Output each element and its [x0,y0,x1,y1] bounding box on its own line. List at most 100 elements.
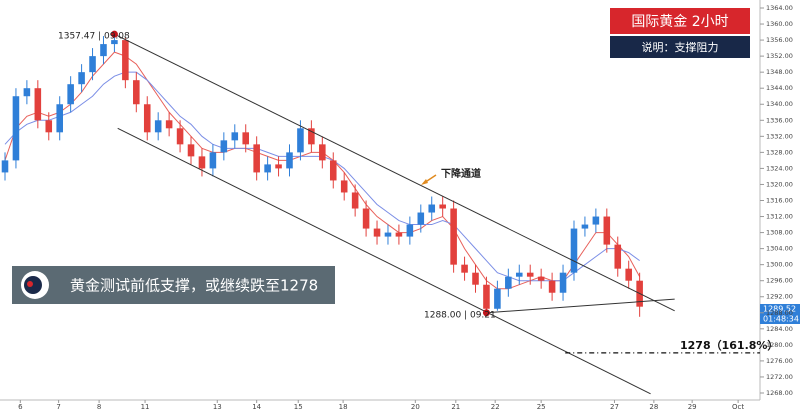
candle-body [143,104,151,133]
candle-body [297,128,304,153]
candle-body [12,96,20,161]
candle-body [220,140,228,153]
trend-line [117,127,651,395]
channel-arrowhead [421,179,428,185]
candle-body [537,276,545,281]
candle-body [231,132,239,141]
x-tick-label: 25 [537,403,546,411]
candle-body [329,160,337,181]
candle-body [78,72,85,85]
y-tick-label: 1336.00 [766,116,793,124]
candle-body [461,264,468,273]
y-tick-label: 1312.00 [766,213,793,221]
candle-body [275,164,282,169]
candle-body [264,164,271,173]
y-tick-label: 1276.00 [766,357,793,365]
x-tick-label: 27 [610,403,619,411]
y-tick-label: 1272.00 [766,373,793,381]
target-label: 1278（161.8%） [680,339,778,352]
candle-body [526,272,534,277]
candle-body [439,204,446,209]
candle-body [122,40,129,81]
trend-line [114,33,675,312]
candle-body [198,156,206,169]
candle-body [373,228,381,237]
y-tick-label: 1332.00 [766,132,793,140]
x-tick-label: 20 [411,403,420,411]
y-tick-label: 1296.00 [766,277,793,285]
candle-body [625,268,632,281]
y-tick-label: 1364.00 [766,4,793,12]
y-tick-label: 1352.00 [766,52,793,60]
candle-body [67,84,74,105]
x-tick-label: 15 [294,403,303,411]
last-price: 1289.52 [763,305,796,314]
candle-body [133,80,140,105]
x-tick-label: 21 [451,403,460,411]
candle-body [45,120,53,133]
candle-body [505,276,512,289]
candle-body [242,132,250,145]
candle-body [417,212,425,225]
x-tick-label: 14 [252,403,261,411]
x-tick-label: 8 [97,403,101,411]
candle-body [23,88,31,97]
candle-body [308,128,315,145]
candle-body [351,192,359,209]
candle-body [176,128,184,145]
candle-body [100,44,107,57]
x-tick-label: 13 [213,403,222,411]
x-tick-label: 6 [18,403,23,411]
y-tick-label: 1320.00 [766,180,793,188]
candle-body [362,208,370,229]
high-point-label: 1357.47 | 09.08 [58,32,130,42]
x-tick-label: 28 [649,403,658,411]
candle-body [56,104,63,133]
candle-body [384,232,392,237]
x-tick-label: Oct [732,403,744,411]
candle-body [89,56,96,73]
chart-title: 国际黄金 2小时 [631,13,728,30]
candle-body [450,208,457,265]
chart-subtitle: 说明：支撑阻力 [642,40,719,54]
candle-body [614,244,622,269]
candle-body [603,216,611,245]
candle-body [395,232,403,237]
x-tick-label: 7 [56,403,60,411]
pivot-dot [482,309,490,317]
x-tick-label: 18 [339,403,348,411]
headline-box [12,266,335,304]
candle-body [406,224,414,237]
candle-body [570,228,578,273]
price-tag [760,304,800,324]
candle-body [515,272,523,277]
y-tick-label: 1308.00 [766,229,793,237]
x-tick-label: 11 [141,403,150,411]
candle-body [286,152,293,169]
candle-body [581,224,589,229]
candle-body [340,180,348,193]
candle-body [472,272,479,285]
y-tick-label: 1292.00 [766,293,793,301]
pivot-dot [110,30,118,38]
y-tick-label: 1340.00 [766,100,793,108]
x-tick-label: 29 [688,403,697,411]
candle-body [165,120,173,129]
y-tick-label: 1304.00 [766,245,793,253]
y-tick-label: 1268.00 [766,389,793,397]
candle-body [548,280,556,293]
countdown: 01:48:34 [763,315,799,324]
candle-body [187,144,195,157]
x-tick-label: 22 [491,403,500,411]
y-tick-label: 1324.00 [766,164,793,172]
candle-body [209,152,217,169]
candle-body [428,204,436,213]
channel-label: 下降通道 [441,167,481,180]
candle-body [483,284,490,309]
y-tick-label: 1288.00 [766,309,793,317]
y-tick-label: 1360.00 [766,20,793,28]
candle-body [1,160,9,173]
y-tick-label: 1300.00 [766,261,793,269]
